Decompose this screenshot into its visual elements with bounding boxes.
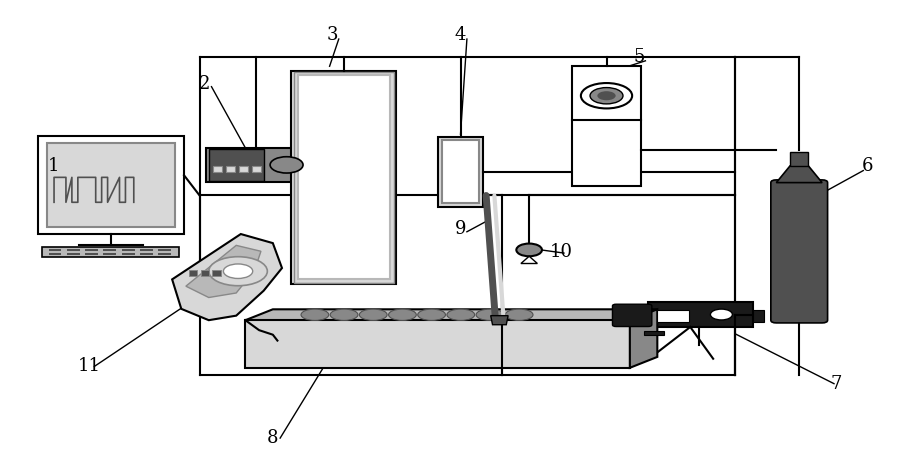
Bar	[251, 167, 261, 172]
Text: 3: 3	[327, 26, 338, 44]
FancyBboxPatch shape	[612, 304, 652, 326]
Circle shape	[581, 83, 632, 108]
Bar	[227, 167, 235, 172]
Bar	[189, 270, 197, 276]
Bar	[67, 249, 80, 251]
Bar	[213, 270, 221, 276]
Bar	[239, 167, 248, 172]
Polygon shape	[186, 246, 261, 297]
Bar	[47, 143, 175, 227]
Bar	[294, 72, 393, 283]
Bar	[38, 136, 184, 234]
Bar	[648, 302, 753, 327]
Polygon shape	[630, 309, 658, 368]
Text: 7: 7	[830, 375, 842, 392]
Bar	[437, 136, 484, 207]
Bar	[85, 249, 98, 251]
Circle shape	[270, 157, 303, 173]
Bar	[209, 149, 264, 180]
Bar	[140, 252, 153, 255]
Polygon shape	[172, 234, 282, 320]
Polygon shape	[521, 256, 537, 263]
Bar	[49, 249, 62, 251]
Circle shape	[598, 91, 615, 100]
Bar	[201, 270, 209, 276]
Bar	[753, 309, 764, 322]
Text: 1: 1	[47, 157, 59, 175]
Text: 11: 11	[78, 357, 101, 375]
Polygon shape	[491, 316, 508, 325]
Bar	[85, 252, 98, 255]
Bar	[206, 148, 307, 182]
FancyBboxPatch shape	[771, 180, 828, 323]
Bar	[644, 330, 664, 335]
Bar	[103, 249, 116, 251]
Ellipse shape	[359, 309, 387, 320]
Bar	[42, 247, 180, 257]
Bar	[103, 252, 116, 255]
Bar	[572, 66, 641, 186]
Bar	[214, 167, 223, 172]
Polygon shape	[245, 309, 658, 320]
Circle shape	[710, 309, 732, 320]
Bar	[140, 249, 153, 251]
Polygon shape	[245, 320, 630, 368]
Circle shape	[224, 264, 252, 279]
Text: 10: 10	[550, 243, 573, 261]
Bar	[158, 252, 171, 255]
Bar	[658, 310, 689, 322]
Ellipse shape	[476, 309, 504, 320]
Text: 6: 6	[862, 157, 874, 175]
Text: 2: 2	[199, 75, 210, 93]
Bar	[442, 140, 479, 203]
Circle shape	[517, 244, 542, 256]
Circle shape	[590, 88, 623, 104]
Bar	[67, 252, 80, 255]
Bar	[297, 75, 390, 280]
Ellipse shape	[447, 309, 474, 320]
Text: 5: 5	[634, 48, 645, 66]
Ellipse shape	[331, 309, 358, 320]
Ellipse shape	[301, 309, 329, 320]
Ellipse shape	[418, 309, 446, 320]
Bar	[158, 249, 171, 251]
Bar	[49, 252, 62, 255]
Bar	[790, 152, 809, 166]
Polygon shape	[776, 166, 822, 183]
Bar	[291, 71, 396, 284]
Text: 4: 4	[455, 26, 466, 44]
Ellipse shape	[389, 309, 416, 320]
Ellipse shape	[506, 309, 533, 320]
Circle shape	[209, 257, 267, 285]
Bar	[122, 252, 134, 255]
Text: 9: 9	[455, 220, 466, 239]
Text: 8: 8	[267, 429, 278, 447]
Bar	[122, 249, 134, 251]
